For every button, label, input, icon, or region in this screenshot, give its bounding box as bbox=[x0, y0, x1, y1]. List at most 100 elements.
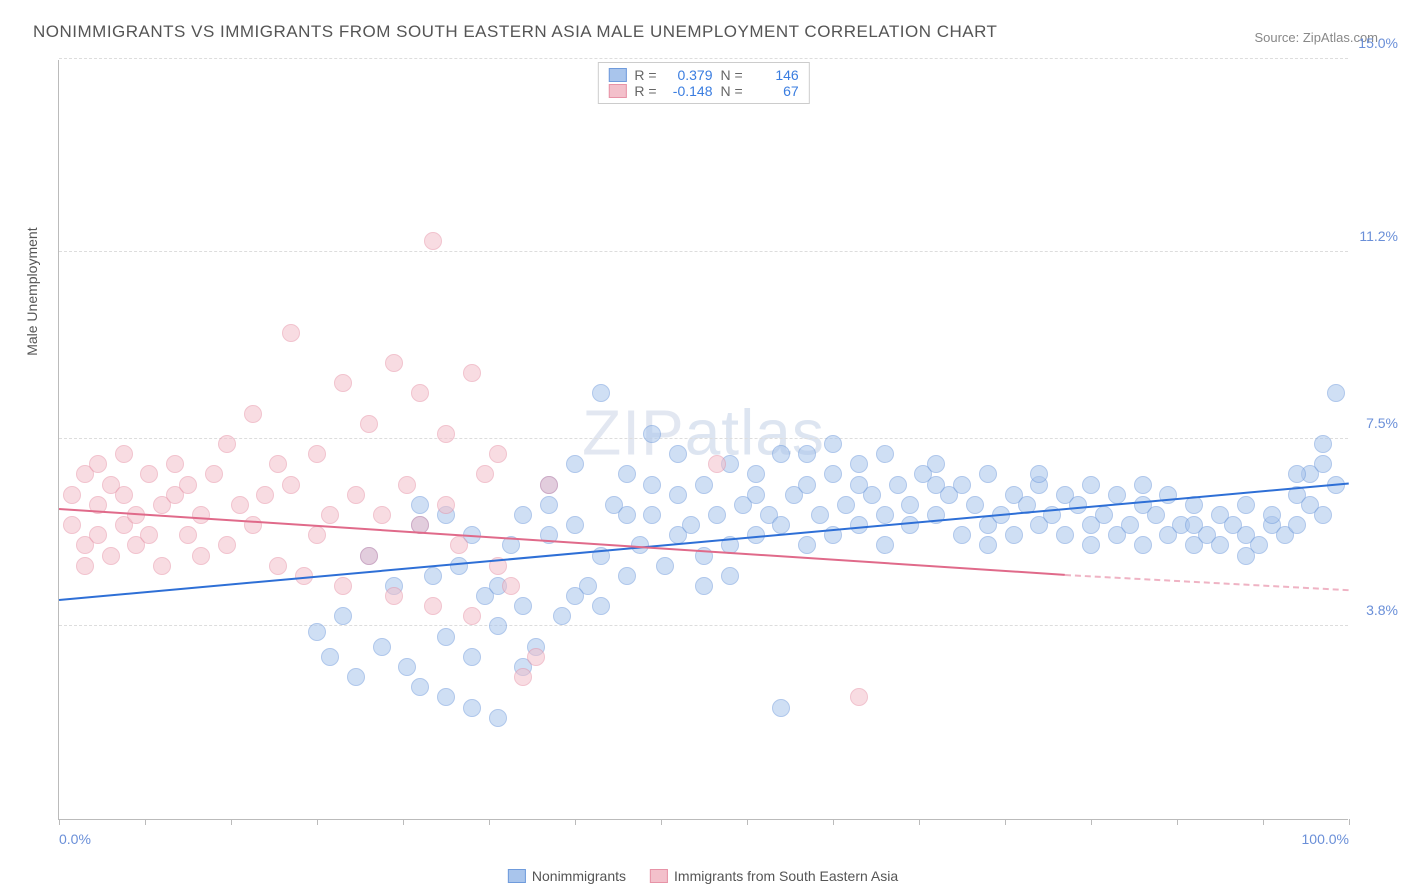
data-point bbox=[772, 516, 790, 534]
data-point bbox=[669, 486, 687, 504]
x-tick bbox=[1349, 819, 1350, 825]
data-point bbox=[489, 445, 507, 463]
data-point bbox=[321, 506, 339, 524]
data-point bbox=[618, 567, 636, 585]
data-point bbox=[682, 516, 700, 534]
data-point bbox=[476, 465, 494, 483]
data-point bbox=[398, 658, 416, 676]
x-tick bbox=[1091, 819, 1092, 825]
legend-item: Immigrants from South Eastern Asia bbox=[650, 868, 898, 884]
data-point bbox=[1327, 384, 1345, 402]
data-point bbox=[1147, 506, 1165, 524]
data-point bbox=[1185, 516, 1203, 534]
data-point bbox=[747, 465, 765, 483]
data-point bbox=[953, 526, 971, 544]
data-point bbox=[876, 536, 894, 554]
correlation-stats-box: R =0.379N =146R =-0.148N =67 bbox=[597, 62, 809, 104]
data-point bbox=[463, 699, 481, 717]
data-point bbox=[747, 486, 765, 504]
x-tick bbox=[489, 819, 490, 825]
data-point bbox=[373, 638, 391, 656]
data-point bbox=[334, 577, 352, 595]
data-point bbox=[1211, 536, 1229, 554]
data-point bbox=[643, 506, 661, 524]
data-point bbox=[1237, 496, 1255, 514]
x-tick bbox=[145, 819, 146, 825]
data-point bbox=[179, 526, 197, 544]
data-point bbox=[321, 648, 339, 666]
data-point bbox=[798, 536, 816, 554]
data-point bbox=[1314, 506, 1332, 524]
legend-label: Nonimmigrants bbox=[532, 868, 626, 884]
data-point bbox=[979, 536, 997, 554]
x-tick bbox=[59, 819, 60, 825]
data-point bbox=[1314, 435, 1332, 453]
data-point bbox=[282, 324, 300, 342]
data-point bbox=[566, 455, 584, 473]
data-point bbox=[398, 476, 416, 494]
data-point bbox=[979, 465, 997, 483]
data-point bbox=[592, 384, 610, 402]
data-point bbox=[102, 547, 120, 565]
legend-swatch bbox=[650, 869, 668, 883]
data-point bbox=[63, 516, 81, 534]
x-tick bbox=[1177, 819, 1178, 825]
x-tick bbox=[919, 819, 920, 825]
y-tick-label: 15.0% bbox=[1358, 35, 1398, 51]
data-point bbox=[850, 455, 868, 473]
data-point bbox=[1237, 547, 1255, 565]
data-point bbox=[721, 567, 739, 585]
x-tick-label: 0.0% bbox=[59, 831, 91, 847]
stats-row: R =0.379N =146 bbox=[608, 67, 798, 83]
x-tick-label: 100.0% bbox=[1302, 831, 1349, 847]
data-point bbox=[566, 587, 584, 605]
data-point bbox=[1134, 536, 1152, 554]
data-point bbox=[540, 476, 558, 494]
x-tick bbox=[1005, 819, 1006, 825]
data-point bbox=[308, 445, 326, 463]
data-point bbox=[1069, 496, 1087, 514]
legend-item: Nonimmigrants bbox=[508, 868, 626, 884]
data-point bbox=[463, 607, 481, 625]
data-point bbox=[618, 506, 636, 524]
data-point bbox=[373, 506, 391, 524]
data-point bbox=[966, 496, 984, 514]
data-point bbox=[385, 354, 403, 372]
scatter-plot: ZIPatlas R =0.379N =146R =-0.148N =67 3.… bbox=[58, 60, 1348, 820]
data-point bbox=[514, 668, 532, 686]
data-point bbox=[115, 486, 133, 504]
x-tick bbox=[833, 819, 834, 825]
data-point bbox=[360, 415, 378, 433]
data-point bbox=[1134, 476, 1152, 494]
stat-r-label: R = bbox=[634, 67, 656, 83]
data-point bbox=[1263, 506, 1281, 524]
series-swatch bbox=[608, 84, 626, 98]
data-point bbox=[282, 476, 300, 494]
data-point bbox=[1108, 486, 1126, 504]
data-point bbox=[463, 364, 481, 382]
x-tick bbox=[575, 819, 576, 825]
data-point bbox=[811, 506, 829, 524]
data-point bbox=[244, 405, 262, 423]
data-point bbox=[89, 455, 107, 473]
legend-swatch bbox=[508, 869, 526, 883]
x-tick bbox=[403, 819, 404, 825]
data-point bbox=[308, 623, 326, 641]
data-point bbox=[708, 506, 726, 524]
data-point bbox=[437, 628, 455, 646]
data-point bbox=[385, 587, 403, 605]
data-point bbox=[269, 455, 287, 473]
data-point bbox=[566, 516, 584, 534]
data-point bbox=[347, 486, 365, 504]
data-point bbox=[411, 384, 429, 402]
data-point bbox=[901, 496, 919, 514]
data-point bbox=[1288, 516, 1306, 534]
data-point bbox=[1056, 526, 1074, 544]
data-point bbox=[1121, 516, 1139, 534]
data-point bbox=[850, 688, 868, 706]
stat-n-label: N = bbox=[721, 67, 743, 83]
data-point bbox=[205, 465, 223, 483]
y-tick-label: 7.5% bbox=[1366, 415, 1398, 431]
data-point bbox=[798, 445, 816, 463]
stat-r-value: 0.379 bbox=[665, 67, 713, 83]
